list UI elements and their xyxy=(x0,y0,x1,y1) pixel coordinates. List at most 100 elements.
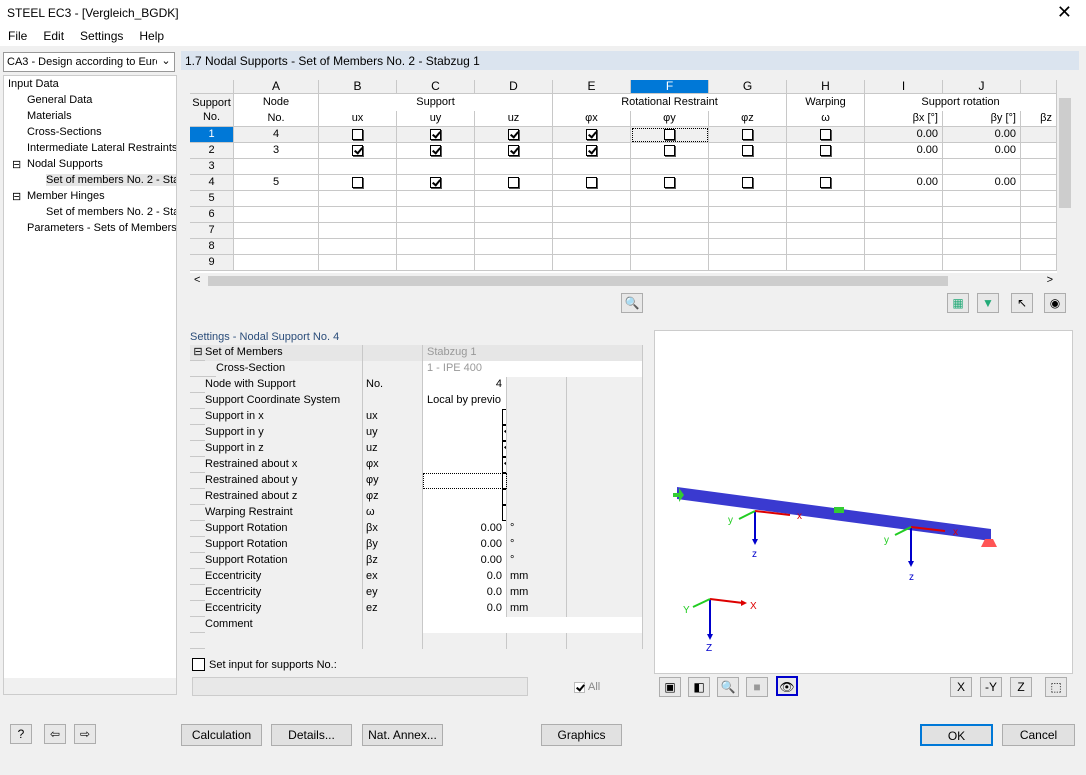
setting-value[interactable] xyxy=(423,473,507,489)
table-cell[interactable] xyxy=(943,239,1021,255)
table-cell[interactable] xyxy=(943,159,1021,175)
setting-value[interactable]: 0.0 xyxy=(423,601,507,617)
table-cell[interactable] xyxy=(1021,191,1057,207)
checkbox[interactable] xyxy=(742,144,753,156)
supports-no-input[interactable] xyxy=(192,677,528,696)
table-cell[interactable] xyxy=(319,191,397,207)
table-cell[interactable] xyxy=(397,159,475,175)
tree-nodal-supports-set[interactable]: Set of members No. 2 - Sta xyxy=(46,174,176,186)
table-cell[interactable]: 0.00 xyxy=(943,175,1021,191)
row-number[interactable]: 9 xyxy=(190,255,234,271)
export-excel-button[interactable]: ▦ xyxy=(947,293,969,313)
table-cell[interactable] xyxy=(397,175,475,191)
tree-lateral-restraints[interactable]: Intermediate Lateral Restraints xyxy=(27,142,177,154)
checkbox[interactable] xyxy=(586,128,597,140)
table-cell[interactable] xyxy=(397,239,475,255)
row-number[interactable]: 2 xyxy=(190,143,234,159)
table-cell[interactable] xyxy=(631,223,709,239)
checkbox[interactable] xyxy=(664,144,675,156)
table-cell[interactable] xyxy=(397,223,475,239)
tree-cross-sections[interactable]: Cross-Sections xyxy=(27,126,102,138)
table-cell[interactable] xyxy=(319,255,397,271)
table-cell[interactable] xyxy=(397,127,475,143)
zoom-button[interactable]: 🔍 xyxy=(717,677,739,697)
table-cell[interactable] xyxy=(319,175,397,191)
checkbox[interactable] xyxy=(192,658,205,671)
view-z-button[interactable]: Z xyxy=(1010,677,1032,697)
table-cell[interactable] xyxy=(865,255,943,271)
tree-hscrollbar[interactable] xyxy=(4,678,176,694)
table-cell[interactable] xyxy=(709,255,787,271)
table-cell[interactable] xyxy=(631,239,709,255)
column-header-d[interactable]: D xyxy=(475,80,553,94)
table-cell[interactable] xyxy=(1021,143,1057,159)
table-cell[interactable] xyxy=(709,223,787,239)
graphic-btn-4[interactable]: ■ xyxy=(746,677,768,697)
column-header-e[interactable]: E xyxy=(553,80,631,94)
table-cell[interactable] xyxy=(631,175,709,191)
checkbox[interactable] xyxy=(664,176,675,188)
table-cell[interactable] xyxy=(787,207,865,223)
checkbox[interactable] xyxy=(430,144,441,156)
table-cell[interactable] xyxy=(1021,239,1057,255)
menu-settings[interactable]: Settings xyxy=(80,29,124,43)
table-cell[interactable] xyxy=(787,175,865,191)
table-cell[interactable] xyxy=(475,239,553,255)
checkbox[interactable] xyxy=(664,128,675,140)
setting-value[interactable] xyxy=(423,425,507,441)
cancel-button[interactable]: Cancel xyxy=(1002,724,1075,746)
table-cell[interactable] xyxy=(1021,255,1057,271)
table-cell[interactable] xyxy=(319,159,397,175)
table-cell[interactable]: 0.00 xyxy=(943,127,1021,143)
table-cell[interactable] xyxy=(475,207,553,223)
table-cell[interactable] xyxy=(319,143,397,159)
table-cell[interactable] xyxy=(943,223,1021,239)
table-cell[interactable] xyxy=(475,255,553,271)
view-iso-button[interactable]: ⬚ xyxy=(1045,677,1067,697)
table-cell[interactable] xyxy=(631,143,709,159)
table-cell[interactable] xyxy=(1021,207,1057,223)
table-cell[interactable] xyxy=(787,143,865,159)
table-cell[interactable] xyxy=(865,159,943,175)
nat-annex-button[interactable]: Nat. Annex... xyxy=(362,724,443,746)
table-cell[interactable] xyxy=(553,223,631,239)
table-cell[interactable] xyxy=(1021,223,1057,239)
tree-member-hinges-set[interactable]: Set of members No. 2 - Sta xyxy=(46,206,177,218)
table-cell[interactable] xyxy=(943,207,1021,223)
table-cell[interactable] xyxy=(865,239,943,255)
table-cell[interactable] xyxy=(553,207,631,223)
table-hscrollbar[interactable]: < > xyxy=(190,273,1057,289)
table-cell[interactable] xyxy=(397,255,475,271)
collapse-icon[interactable]: ⊟ xyxy=(193,346,203,358)
table-cell[interactable] xyxy=(553,239,631,255)
graphics-button[interactable]: Graphics xyxy=(541,724,622,746)
table-cell[interactable] xyxy=(475,175,553,191)
menu-edit[interactable]: Edit xyxy=(43,29,65,43)
checkbox[interactable] xyxy=(502,473,506,489)
checkbox[interactable] xyxy=(742,176,753,188)
setting-value[interactable]: Local by previo xyxy=(423,393,507,409)
row-number[interactable]: 3 xyxy=(190,159,234,175)
checkbox[interactable] xyxy=(742,128,753,140)
table-cell[interactable] xyxy=(709,239,787,255)
table-cell[interactable] xyxy=(475,191,553,207)
setting-value[interactable]: 0.0 xyxy=(423,569,507,585)
tree-nodal-supports[interactable]: Nodal Supports xyxy=(27,158,103,170)
checkbox[interactable] xyxy=(820,144,831,156)
expand-icon[interactable]: ⊟ xyxy=(12,159,22,171)
table-cell[interactable] xyxy=(553,175,631,191)
table-cell[interactable] xyxy=(709,207,787,223)
table-cell[interactable] xyxy=(787,223,865,239)
column-header-j[interactable]: J xyxy=(943,80,1021,94)
setting-value[interactable]: 0.00 xyxy=(423,553,507,569)
pick-button[interactable]: ↖ xyxy=(1011,293,1033,313)
table-cell[interactable] xyxy=(553,191,631,207)
table-cell[interactable] xyxy=(709,175,787,191)
table-cell[interactable] xyxy=(475,127,553,143)
table-cell[interactable]: 4 xyxy=(234,127,319,143)
table-cell[interactable] xyxy=(234,159,319,175)
table-cell[interactable] xyxy=(234,255,319,271)
table-cell[interactable] xyxy=(1021,159,1057,175)
table-cell[interactable] xyxy=(865,191,943,207)
setting-value[interactable] xyxy=(423,505,507,521)
